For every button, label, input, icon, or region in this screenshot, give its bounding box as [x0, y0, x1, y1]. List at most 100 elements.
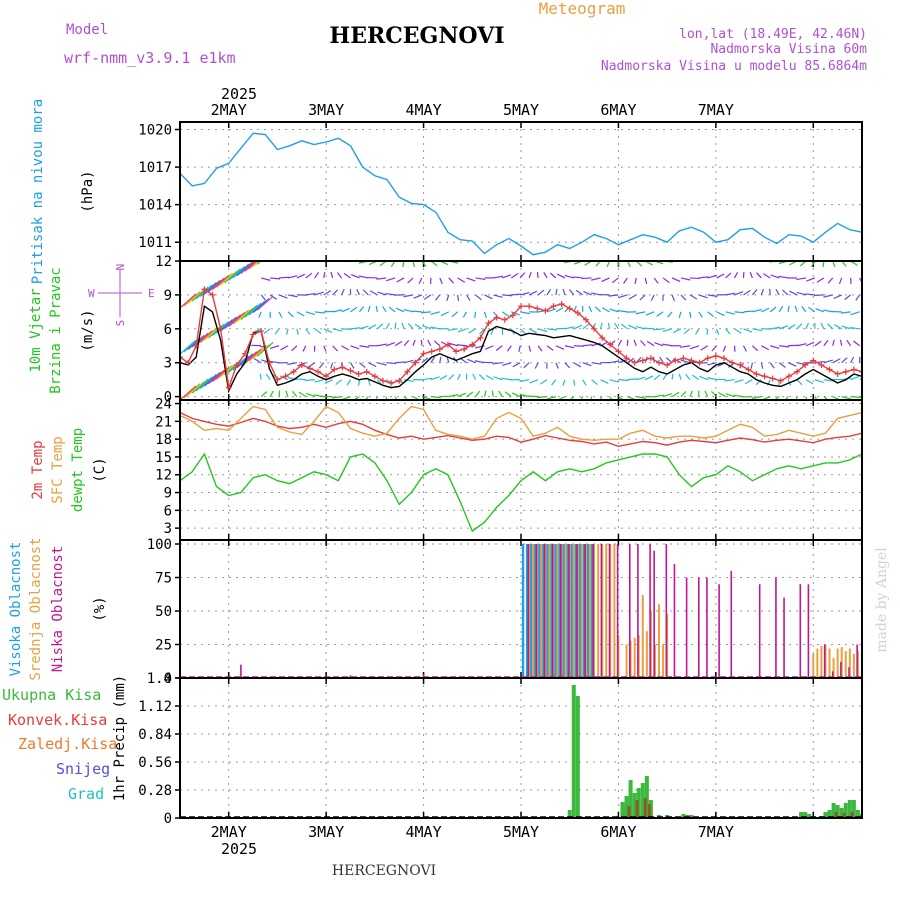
high-cloud-bar [550, 544, 553, 678]
wind-barb [296, 311, 305, 317]
bottom-year-label: 2025 [221, 840, 257, 858]
low-cloud-bar [653, 550, 655, 678]
wind-barb [385, 322, 390, 330]
gust-marker [720, 355, 727, 362]
mid-cloud-bar [649, 611, 652, 678]
wind-barb [671, 373, 674, 380]
wind-barb [846, 339, 852, 347]
precip-legend-item: Ukupna Kisa [2, 686, 101, 704]
wind-barb [556, 273, 566, 279]
wind-barb [751, 345, 759, 352]
temperature-plot-area [180, 405, 862, 533]
wind-barb [582, 379, 587, 386]
wind-barb [734, 379, 744, 384]
wind-barb [707, 294, 718, 297]
gust-marker [639, 357, 646, 364]
mid-cloud-bar [576, 544, 579, 678]
temperature-axis-title: dewpt Temp [70, 428, 86, 512]
wind-barb [501, 377, 512, 381]
wind-barb [368, 324, 377, 330]
ytick-label: 9 [164, 288, 172, 304]
wind-barb [528, 345, 532, 352]
wind-barb [287, 294, 298, 298]
mid-cloud-bar [601, 544, 604, 678]
wind-barb [689, 294, 698, 300]
total-precip-bar [831, 803, 836, 818]
wind-barb [770, 345, 780, 349]
high-cloud-bar [542, 544, 545, 678]
wind-barb [850, 375, 860, 381]
wind-barb [832, 339, 835, 346]
wind-barb [519, 272, 526, 279]
wind-barb [457, 392, 467, 398]
mid-cloud-bar [589, 544, 592, 678]
wind-barb [305, 311, 315, 316]
wind-barb [678, 373, 682, 380]
wind-barb [778, 325, 789, 330]
wind-barb [636, 376, 646, 381]
mid-cloud-bar [832, 657, 835, 678]
wind-barb [833, 294, 842, 300]
wind-barb [187, 288, 205, 304]
wind-barb [694, 328, 700, 335]
wind-barb [493, 294, 503, 298]
top-day-labels: 2MAY 3MAY 4MAY 5MAY 6MAY 7MAY [211, 101, 734, 119]
wind-barb [662, 277, 670, 284]
wind-barb [368, 362, 377, 368]
wind-barb [376, 323, 384, 330]
gust-marker [591, 325, 598, 332]
gust-marker [412, 359, 419, 366]
wind-barb [462, 311, 468, 318]
wind-barb [573, 362, 582, 368]
wind-barb [323, 345, 327, 352]
wind-barb [815, 307, 825, 313]
wind-barb [520, 292, 530, 296]
wind-barb [671, 294, 676, 301]
wind-barb [662, 343, 673, 347]
gust-marker [696, 359, 703, 366]
low-cloud-bar [592, 544, 595, 678]
wind-barb [628, 324, 637, 330]
wind-barb [607, 322, 611, 329]
wind-barb [412, 339, 416, 346]
panel-pressure: 1011 1014 1017 1020 [138, 121, 863, 262]
mid-cloud-bar [840, 647, 843, 678]
gust-marker [331, 366, 338, 373]
wind-barb [796, 323, 803, 330]
wind-barb [620, 323, 628, 330]
wind-barb [411, 310, 422, 313]
mid-cloud-bar [528, 544, 531, 678]
wind-barb [804, 293, 815, 296]
wind-barb [779, 345, 790, 348]
wind-barb [627, 378, 638, 381]
wind-barb [403, 340, 410, 347]
total-precip-bar [567, 810, 572, 818]
gust-marker [826, 366, 833, 373]
top-day-label: 4MAY [406, 101, 442, 119]
wind-barb [279, 276, 290, 279]
wind-barb [451, 311, 459, 318]
wind-barb [386, 277, 396, 282]
mid-cloud-bar [552, 544, 555, 678]
total-precip-bar [571, 685, 576, 818]
wind-barb [617, 339, 623, 347]
wind-barb [636, 396, 646, 399]
low-cloud-bar [637, 544, 639, 678]
wind-barb [618, 294, 628, 299]
wind-barb [403, 359, 414, 364]
wind-barb [672, 328, 682, 334]
precip-plot-area [180, 685, 862, 818]
gust-marker [664, 361, 671, 368]
low-cloud-bar [349, 675, 352, 678]
wind-barb [601, 277, 610, 283]
wind-barb [519, 379, 530, 383]
wind-barb [183, 291, 201, 307]
wind-barb [466, 277, 476, 282]
wind-barb [725, 393, 735, 398]
wind-barb [216, 364, 233, 380]
total-precip-bar [636, 788, 641, 818]
wind-barb [440, 311, 450, 317]
wind-barb [377, 343, 387, 347]
clouds-axis-title: Srednja Oblacnost [28, 537, 44, 680]
wind-barb [187, 380, 205, 396]
